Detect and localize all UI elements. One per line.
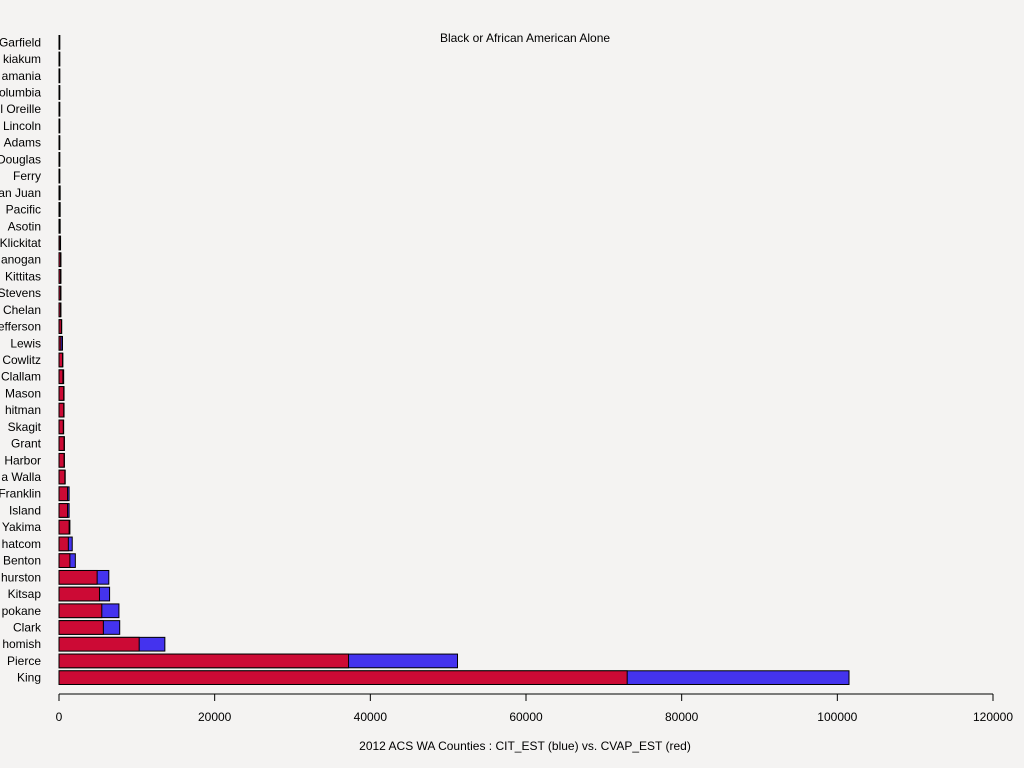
bar-cvap-pierce: [58, 653, 350, 669]
y-tick-label: kiakum: [3, 52, 41, 66]
y-tick-label: anogan: [1, 253, 41, 267]
y-tick-label: Grant: [11, 437, 42, 451]
bar-cvap-grays-harbor: [58, 452, 65, 468]
y-tick-label: Skagit: [8, 420, 42, 434]
y-tick-label: Douglas: [0, 152, 41, 166]
bar-cvap-spokane: [58, 603, 103, 619]
y-tick-labels: King Pierce homish Clark pokane Kitsap hurston…: [0, 35, 42, 684]
bar-cvap-ferry: [58, 168, 61, 184]
bar-cvap-clallam: [58, 369, 64, 385]
bar-cvap-thurston: [58, 569, 98, 585]
bar-cvap-adams: [58, 135, 61, 151]
x-tick-label: 20000: [198, 710, 232, 724]
bar-cvap-skagit: [58, 419, 64, 435]
y-tick-label: hitman: [5, 403, 41, 417]
bar-cvap-whatcom: [58, 536, 69, 552]
bar-cvap-king: [58, 670, 628, 685]
y-tick-label: King: [17, 671, 41, 685]
bar-cvap-franklin: [58, 486, 69, 502]
y-tick-label: pokane: [2, 604, 42, 618]
bar-cvap-yakima: [58, 519, 70, 535]
y-tick-label: l Oreille: [0, 102, 41, 116]
bar-cvap-grant: [58, 436, 65, 451]
bar-cvap-pacific: [58, 202, 61, 217]
y-tick-label: Chelan: [3, 303, 41, 317]
bar-cvap-douglas: [58, 152, 61, 167]
bar-cvap-whitman: [58, 402, 65, 418]
y-tick-label: Mason: [5, 386, 41, 400]
y-tick-label: Lincoln: [3, 119, 41, 133]
bar-cvap-kitsap: [58, 586, 100, 602]
bar-cvap-mason: [58, 386, 65, 401]
y-tick-label: Kitsap: [8, 587, 42, 601]
y-tick-label: Benton: [3, 554, 41, 568]
x-tick-label: 0: [56, 710, 63, 724]
y-tick-label: Clallam: [1, 370, 41, 384]
y-tick-label: Klickitat: [0, 236, 42, 250]
y-tick-label: amania: [2, 69, 42, 83]
bar-cvap-clark: [58, 620, 104, 635]
bar-cvap-okanogan: [58, 252, 62, 268]
bar-cvap-chelan: [58, 302, 62, 318]
bar-cvap-cowlitz: [58, 352, 64, 368]
bar-cvap-benton: [58, 553, 71, 568]
y-tick-label: Yakima: [2, 520, 41, 534]
y-tick-label: an Juan: [0, 186, 41, 200]
bar-cvap-pend-oreille: [58, 101, 61, 117]
bar-cvap-stevens: [58, 285, 62, 301]
y-tick-label: Lewis: [10, 336, 41, 350]
bar-cvap-jefferson: [58, 319, 62, 334]
y-tick-label: hurston: [1, 570, 41, 584]
chart-title: Black or African American Alone: [440, 31, 610, 45]
bar-cvap-lincoln: [58, 118, 61, 134]
y-tick-label: Island: [9, 503, 41, 517]
x-tick-label: 40000: [354, 710, 388, 724]
y-tick-label: Stevens: [0, 286, 41, 300]
x-tick-label: 120000: [973, 710, 1013, 724]
y-tick-label: Kittitas: [5, 269, 41, 283]
bars-group: [58, 35, 850, 685]
y-tick-label: Franklin: [0, 487, 41, 501]
bar-cvap-garfield: [58, 35, 61, 50]
y-tick-label: olumbia: [0, 86, 41, 100]
bar-cvap-walla-walla: [58, 469, 66, 485]
y-tick-label: Pacific: [6, 203, 41, 217]
x-tick-label: 80000: [665, 710, 699, 724]
bar-cvap-snohomish: [58, 636, 140, 652]
y-tick-label: Harbor: [4, 453, 41, 467]
bar-cvap-skamania: [58, 68, 61, 84]
y-tick-label: efferson: [0, 320, 41, 334]
bar-cvap-klickitat: [58, 235, 61, 251]
x-tick-label: 60000: [509, 710, 543, 724]
y-tick-label: Asotin: [8, 219, 41, 233]
y-tick-label: Pierce: [7, 654, 41, 668]
bar-cvap-san-juan: [58, 185, 61, 201]
y-tick-label: Clark: [13, 620, 42, 634]
y-tick-label: a Walla: [1, 470, 41, 484]
x-tick-label: 100000: [817, 710, 857, 724]
bar-cvap-columbia: [58, 85, 61, 100]
bar-cvap-island: [58, 503, 69, 518]
x-axis-label: 2012 ACS WA Counties : CIT_EST (blue) vs…: [359, 739, 691, 753]
y-tick-label: Cowlitz: [2, 353, 41, 367]
y-tick-label: Garfield: [0, 35, 41, 49]
bar-cvap-asotin: [58, 218, 61, 234]
bar-cvap-kittitas: [58, 269, 62, 284]
y-tick-label: homish: [2, 637, 41, 651]
y-tick-label: Ferry: [13, 169, 41, 183]
bar-cvap-lewis: [58, 335, 62, 351]
x-axis-ticks: 0 20000 40000 60000 80000 100000 120000: [56, 694, 1013, 724]
y-tick-label: hatcom: [2, 537, 41, 551]
bar-cvap-wahkiakum: [58, 51, 61, 67]
y-tick-label: Adams: [4, 136, 41, 150]
